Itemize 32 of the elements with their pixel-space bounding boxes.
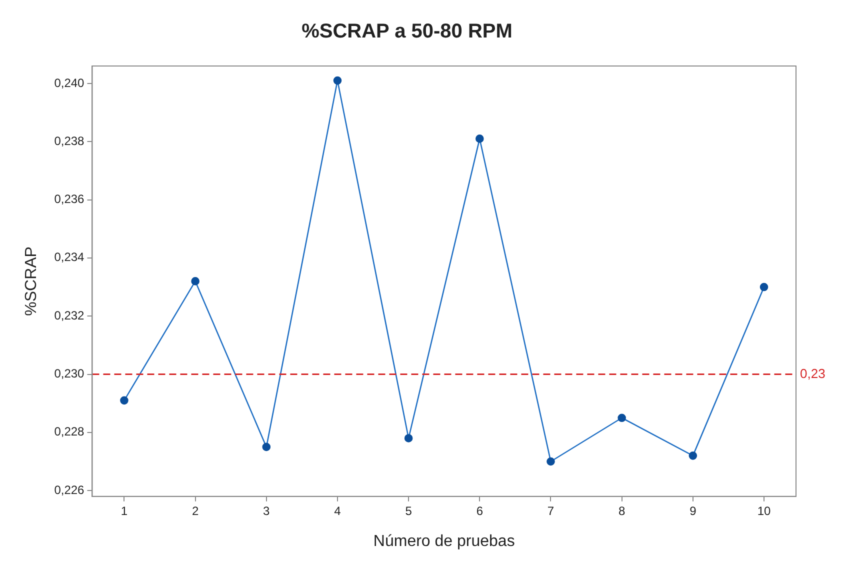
x-tick-label: 1 bbox=[120, 504, 128, 518]
x-tick-label: 3 bbox=[263, 504, 270, 518]
point bbox=[688, 452, 698, 460]
x-tick-label: 6 bbox=[476, 504, 484, 518]
y-tick-label: 0,234 bbox=[54, 250, 85, 264]
y-tick-label: 0,230 bbox=[54, 366, 85, 381]
y-axis-title: %SCRAP bbox=[23, 246, 40, 316]
point bbox=[262, 442, 271, 452]
x-tick-label: 8 bbox=[618, 504, 626, 518]
point bbox=[404, 434, 413, 442]
y-tick-label: 0,228 bbox=[54, 424, 85, 439]
y-tick-label: 0,232 bbox=[54, 308, 85, 322]
point bbox=[546, 457, 555, 466]
point bbox=[476, 134, 484, 143]
y-tick-label: 0,236 bbox=[54, 192, 85, 206]
point bbox=[760, 282, 768, 292]
y-tick-label: 0,238 bbox=[54, 134, 85, 148]
x-tick-label: 7 bbox=[547, 504, 554, 518]
ref-line-label: 0,23 bbox=[800, 366, 826, 381]
x-axis-title: Número de pruebas bbox=[373, 532, 515, 550]
x-tick-label: 4 bbox=[334, 504, 342, 518]
x-tick-label: 10 bbox=[757, 504, 772, 518]
point bbox=[191, 277, 200, 286]
chart-title: %SCRAP a 50-80 RPM bbox=[302, 20, 512, 43]
y-tick-label: 0,226 bbox=[54, 482, 85, 497]
point bbox=[333, 76, 342, 85]
y-tick-label: 0,240 bbox=[54, 76, 85, 90]
point bbox=[618, 414, 626, 422]
x-tick-label: 5 bbox=[405, 504, 412, 518]
x-tick-label: 2 bbox=[192, 504, 199, 518]
x-tick-label: 9 bbox=[690, 504, 697, 518]
point bbox=[120, 396, 128, 405]
